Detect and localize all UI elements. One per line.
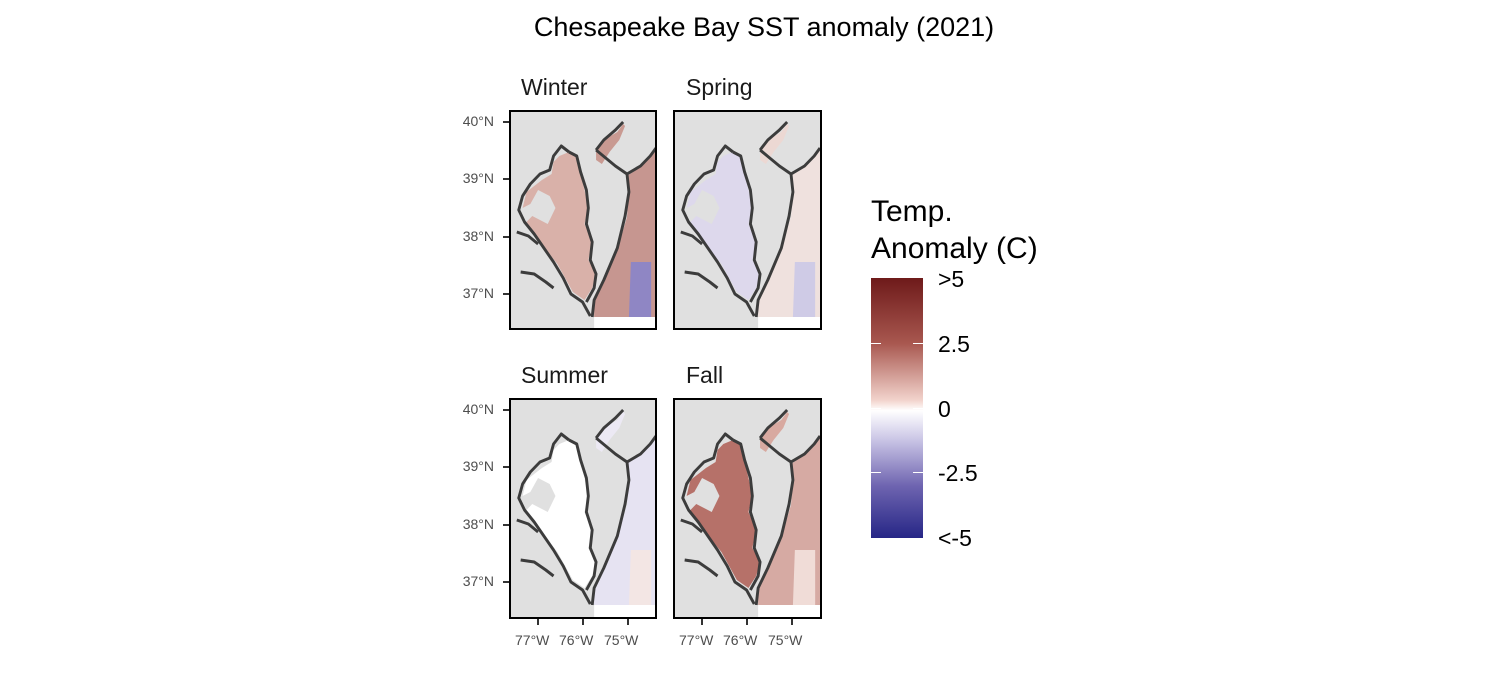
map-svg bbox=[516, 120, 655, 328]
coastline bbox=[684, 558, 719, 578]
y-tick-mark bbox=[503, 524, 509, 526]
legend-label-min: <-5 bbox=[938, 525, 972, 551]
coastline bbox=[790, 147, 820, 176]
bay-anomaly-area bbox=[522, 440, 597, 588]
ocean-anomaly-patch bbox=[792, 262, 816, 317]
coastline bbox=[732, 438, 762, 591]
legend-label-max: >5 bbox=[938, 266, 965, 292]
map-svg bbox=[680, 120, 820, 328]
chart-title: Chesapeake Bay SST anomaly (2021) bbox=[533, 12, 995, 42]
no-data-strip bbox=[758, 317, 820, 328]
legend-label-2-5: 2.5 bbox=[938, 331, 970, 357]
coastline bbox=[517, 432, 592, 605]
delaware-bay-anomaly-area bbox=[760, 412, 790, 452]
coastline bbox=[594, 120, 625, 151]
y-tick-label: 38°N bbox=[462, 516, 494, 532]
y-tick-label: 37°N bbox=[462, 285, 494, 301]
legend-tick bbox=[913, 408, 923, 409]
coastline bbox=[681, 144, 756, 317]
map-svg bbox=[680, 408, 820, 617]
coastline bbox=[520, 558, 555, 578]
legend-title-line2: Anomaly (C) bbox=[871, 232, 1038, 265]
coastline bbox=[732, 150, 762, 303]
y-tick-label: 39°N bbox=[462, 458, 494, 474]
no-data-strip bbox=[594, 317, 655, 328]
coastline bbox=[754, 436, 795, 606]
legend-title-line1: Temp. bbox=[871, 195, 953, 228]
legend-label-neg-2-5: -2.5 bbox=[938, 460, 978, 486]
facet-title-spring: Spring bbox=[686, 74, 753, 100]
x-tick-label: 75°W bbox=[604, 632, 639, 648]
no-data-strip bbox=[594, 605, 655, 617]
map-panel-winter bbox=[509, 110, 657, 330]
x-tick-mark bbox=[746, 619, 748, 625]
y-tick-mark bbox=[503, 178, 509, 180]
x-tick-mark bbox=[537, 619, 539, 625]
coastline bbox=[758, 120, 789, 151]
coastline bbox=[626, 147, 655, 176]
y-tick-label: 40°N bbox=[462, 401, 494, 417]
y-tick-mark bbox=[503, 121, 509, 123]
x-tick-label: 76°W bbox=[723, 632, 758, 648]
coastline bbox=[590, 148, 631, 318]
delaware-bay-anomaly-area bbox=[596, 412, 626, 452]
x-tick-mark bbox=[627, 619, 629, 625]
y-tick-label: 39°N bbox=[462, 170, 494, 186]
coastline bbox=[684, 270, 719, 290]
coastline bbox=[517, 144, 592, 317]
legend-tick bbox=[871, 343, 881, 344]
coastline bbox=[681, 432, 756, 605]
y-tick-mark bbox=[503, 236, 509, 238]
bay-anomaly-area bbox=[686, 152, 761, 300]
x-tick-label: 77°W bbox=[679, 632, 714, 648]
coastline bbox=[594, 408, 625, 439]
map-panel-summer bbox=[509, 398, 657, 619]
coastline bbox=[516, 230, 539, 246]
bay-anomaly-area bbox=[522, 152, 597, 300]
ocean-anomaly-patch bbox=[628, 262, 652, 317]
y-tick-label: 38°N bbox=[462, 228, 494, 244]
ocean-anomaly-patch bbox=[792, 550, 816, 605]
y-tick-mark bbox=[503, 466, 509, 468]
coastline bbox=[790, 435, 820, 464]
x-tick-mark bbox=[791, 619, 793, 625]
x-tick-mark bbox=[701, 619, 703, 625]
legend-tick bbox=[871, 472, 881, 473]
legend-tick bbox=[913, 343, 923, 344]
bay-anomaly-area bbox=[686, 440, 761, 588]
y-tick-mark bbox=[503, 409, 509, 411]
ocean-anomaly-patch bbox=[628, 550, 652, 605]
legend-tick bbox=[871, 408, 881, 409]
y-tick-mark bbox=[503, 581, 509, 583]
x-tick-label: 76°W bbox=[559, 632, 594, 648]
x-tick-mark bbox=[582, 619, 584, 625]
no-data-strip bbox=[758, 605, 820, 617]
legend-label-zero: 0 bbox=[938, 396, 951, 422]
coastline bbox=[758, 408, 789, 439]
facet-title-winter: Winter bbox=[521, 74, 588, 100]
coastline bbox=[568, 438, 598, 591]
delaware-bay-anomaly-area bbox=[760, 124, 790, 164]
map-panel-fall bbox=[673, 398, 822, 619]
x-tick-label: 77°W bbox=[515, 632, 550, 648]
coastline bbox=[754, 148, 795, 318]
coastline bbox=[516, 518, 539, 534]
y-tick-label: 40°N bbox=[462, 113, 494, 129]
facet-title-fall: Fall bbox=[686, 362, 724, 388]
coastline bbox=[680, 518, 703, 534]
map-svg bbox=[516, 408, 655, 617]
delaware-bay-anomaly-area bbox=[596, 124, 626, 164]
legend-tick bbox=[913, 472, 923, 473]
coastline bbox=[626, 435, 655, 464]
y-tick-label: 37°N bbox=[462, 573, 494, 589]
map-panel-spring bbox=[673, 110, 822, 330]
coastline bbox=[680, 230, 703, 246]
x-tick-label: 75°W bbox=[768, 632, 803, 648]
coastline bbox=[590, 436, 631, 606]
coastline bbox=[568, 150, 598, 303]
y-tick-mark bbox=[503, 293, 509, 295]
facet-title-summer: Summer bbox=[521, 362, 608, 388]
coastline bbox=[520, 270, 555, 290]
